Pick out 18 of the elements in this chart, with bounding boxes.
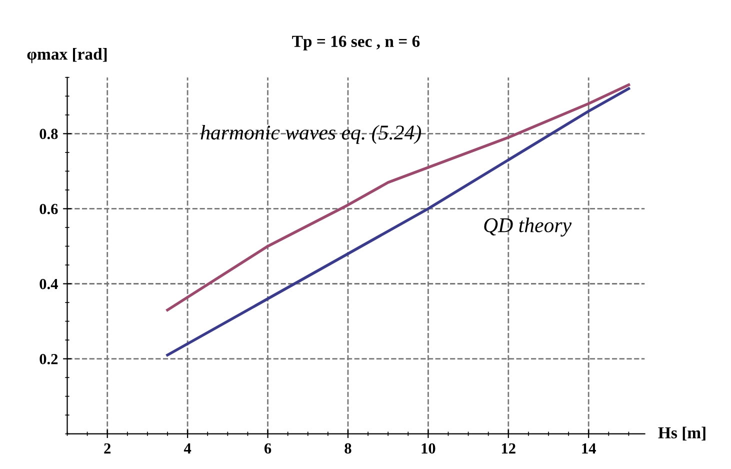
x-tick-label: 2 [104,443,111,454]
series-label: QD theory [484,218,572,237]
x-tick-label: 14 [582,443,596,454]
y-tick-label: 0.6 [40,204,58,214]
y-axis-title: φmax [rad] [27,48,107,64]
x-tick-label: 10 [422,443,436,454]
x-axis-title: Hs [m] [658,426,706,440]
chart-title: Tp = 16 sec , n = 6 [292,36,420,50]
x-tick-label: 6 [264,443,272,454]
x-tick-label: 8 [344,443,352,454]
line-series [166,87,630,356]
y-tick-label: 0.8 [40,128,58,140]
x-tick-label: 4 [184,443,192,454]
y-tick-label: 0.4 [40,278,58,290]
series-label: harmonic waves eq. (5.24) [200,124,422,144]
x-tick-label: 12 [502,443,516,454]
y-tick-label: 0.2 [40,354,58,364]
line-series [166,84,630,312]
